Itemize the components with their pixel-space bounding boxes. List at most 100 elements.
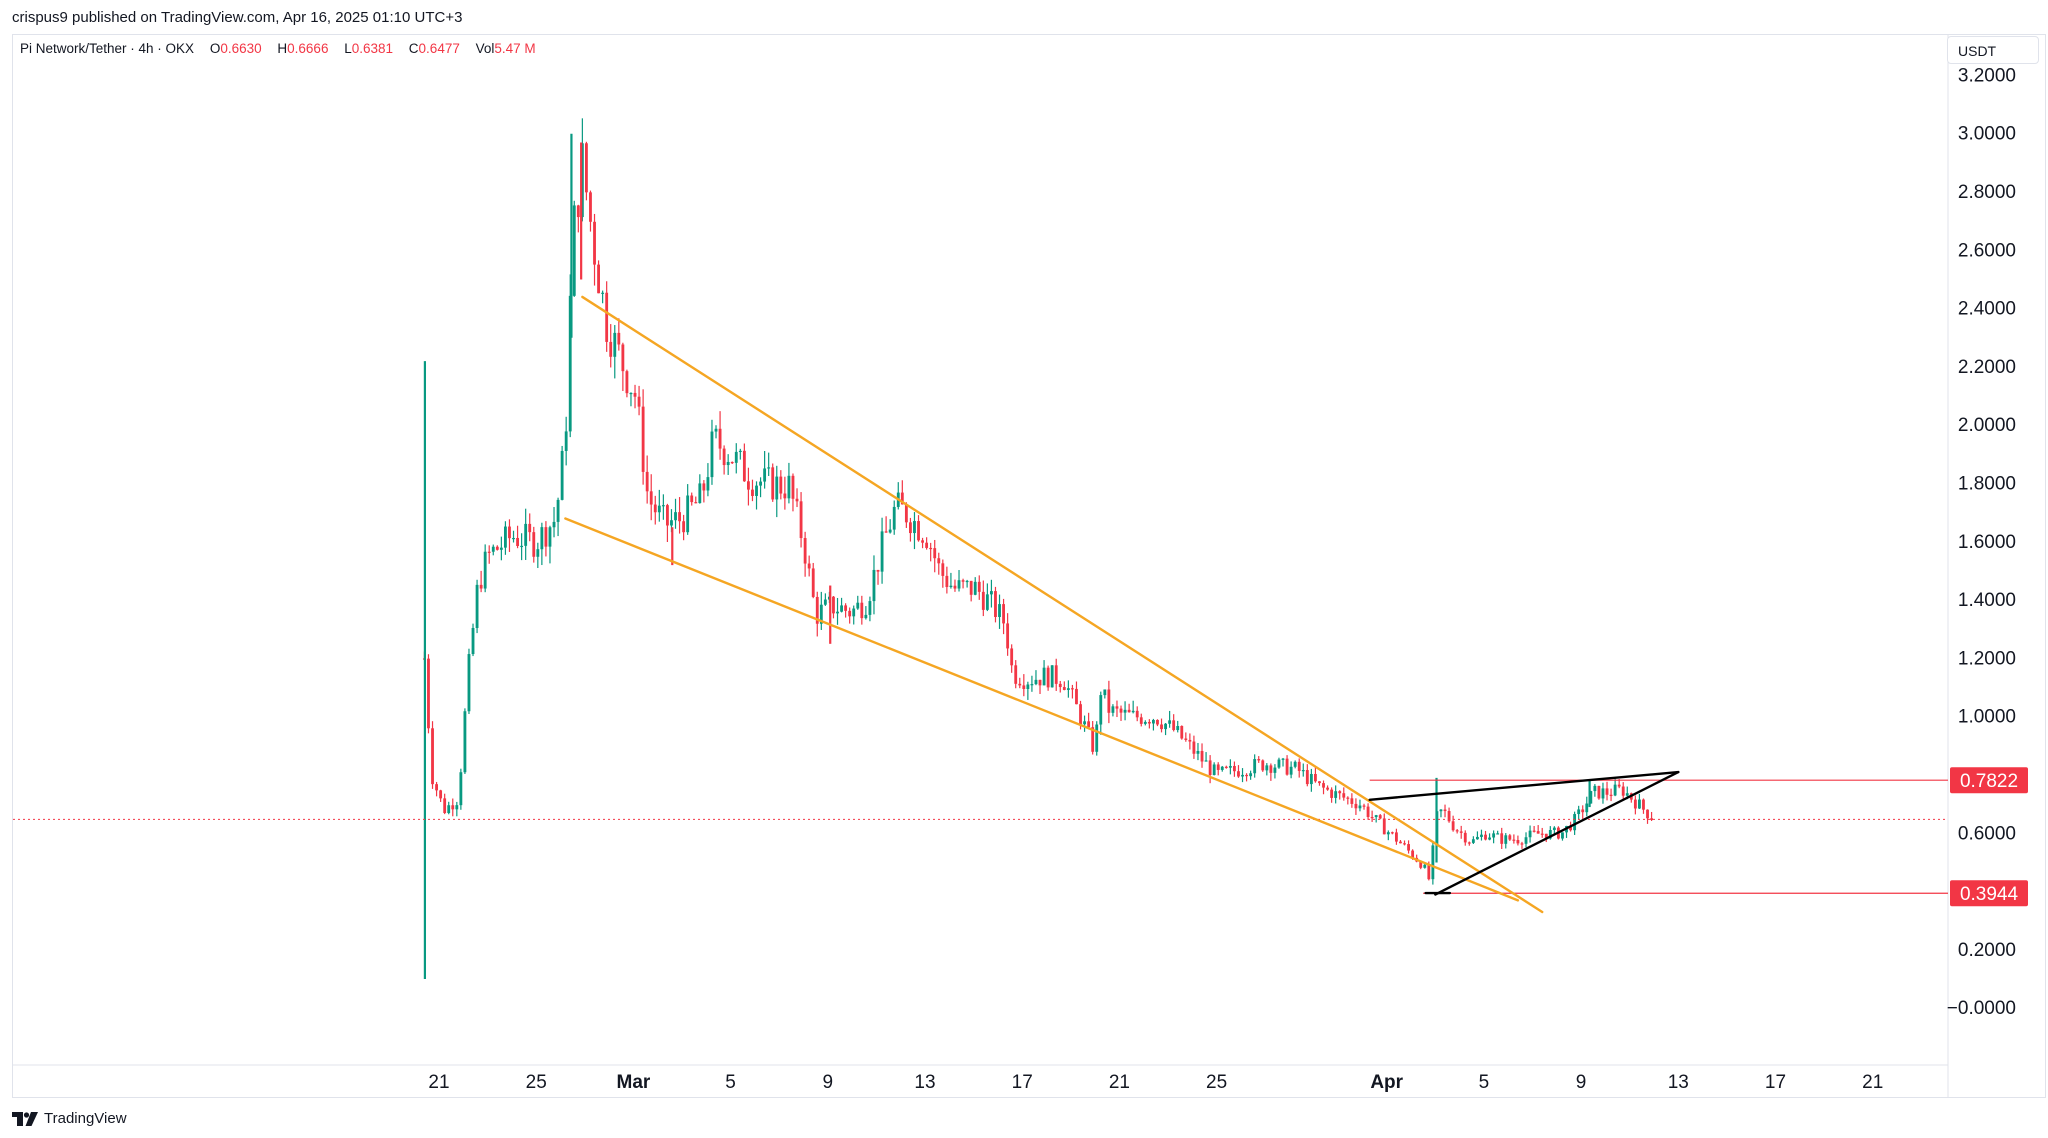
candle-body [1492, 833, 1496, 838]
candle-body [1099, 695, 1103, 725]
candle-body [1257, 759, 1261, 761]
candle-body [1071, 688, 1074, 690]
candle-body [941, 563, 945, 576]
candle-body [463, 711, 467, 773]
candle-body [499, 547, 503, 550]
chart-frame [12, 34, 2046, 1098]
candle-body [977, 581, 981, 592]
candle-body [856, 602, 860, 609]
candle-body [1439, 809, 1443, 812]
candle-body [1395, 832, 1398, 842]
candle-body [1585, 803, 1589, 813]
low-label: L [344, 41, 352, 56]
candle-body [1119, 708, 1123, 713]
candle-body [1548, 829, 1552, 839]
candle-body [714, 428, 718, 432]
price-tick-label: 0.2000 [1958, 940, 2016, 961]
candle-body [1601, 788, 1605, 799]
candle-body [787, 475, 791, 499]
time-tick-label: 5 [1479, 1072, 1490, 1093]
candle-body [1143, 721, 1147, 724]
candle-body [1050, 665, 1054, 688]
time-tick-label: Apr [1370, 1072, 1403, 1093]
time-tick-label: 21 [1862, 1072, 1883, 1093]
candle-body [580, 143, 584, 218]
candle-body [783, 493, 787, 499]
candle-body [1010, 648, 1014, 666]
price-tick-label: 1.8000 [1958, 474, 2016, 495]
candle-body [471, 628, 475, 655]
candle-body [917, 521, 920, 541]
candle-body [1544, 833, 1548, 839]
candle-body [1488, 837, 1491, 840]
tradingview-footer[interactable]: TradingView [12, 1110, 127, 1127]
candle-body [633, 392, 637, 397]
candle-body [1212, 764, 1216, 775]
candle-body [1083, 721, 1086, 725]
candle-body [1504, 835, 1508, 844]
candle-body [1463, 832, 1467, 843]
candle-body [1621, 786, 1625, 796]
currency-button[interactable]: USDT [1947, 36, 2039, 64]
candle-body [985, 594, 989, 610]
candle-body [751, 489, 754, 496]
candle-body [1605, 788, 1609, 795]
candle-body [998, 604, 1001, 617]
price-tick-label: 3.2000 [1958, 65, 2016, 86]
candle-body [1293, 761, 1297, 767]
price-tick-label: −0.0000 [1947, 998, 2016, 1019]
candle-body [1054, 665, 1058, 684]
candle-body [1536, 831, 1540, 834]
candle-body [1638, 799, 1641, 809]
candle-body [848, 610, 852, 617]
candle-body [585, 143, 588, 193]
candle-body [524, 523, 528, 546]
candle-body [1524, 837, 1528, 844]
candle-body [961, 580, 965, 582]
time-tick-label: 21 [428, 1072, 449, 1093]
symbol-name[interactable]: Pi Network/Tether · 4h · OKX [20, 41, 195, 56]
candle-body [605, 292, 609, 342]
candle-body [576, 205, 580, 218]
candle-body [657, 505, 661, 513]
candle-body [435, 784, 438, 791]
candle-body [1403, 843, 1406, 845]
candle-body [483, 551, 487, 589]
candle-body [852, 608, 856, 617]
candle-body [637, 396, 641, 407]
open-label: O [209, 41, 221, 56]
candle-body [795, 498, 799, 502]
candle-body [1419, 861, 1423, 868]
high-label: H [277, 41, 288, 56]
time-tick-label: Mar [617, 1072, 651, 1093]
candle-body [1350, 798, 1354, 804]
price-tick-label: 2.6000 [1958, 240, 2016, 261]
candle-body [1176, 725, 1180, 731]
candle-body [1540, 833, 1544, 835]
rising-wedge-lower [1434, 770, 1680, 896]
candle-body [1127, 709, 1131, 713]
candle-body [1164, 723, 1167, 730]
candle-body [548, 527, 552, 547]
time-tick-label: 25 [1206, 1072, 1227, 1093]
candle-body [763, 468, 767, 482]
candle-body [690, 495, 694, 503]
candle-body [593, 221, 596, 265]
candle-body [649, 491, 653, 505]
candle-body [645, 471, 649, 492]
candle-body [589, 192, 592, 222]
candle-body [1139, 717, 1143, 724]
time-tick-label: 5 [725, 1072, 736, 1093]
candle-body [694, 502, 698, 504]
candle-body [1066, 688, 1070, 690]
candle-body [1625, 793, 1629, 796]
price-tick-label: 1.6000 [1958, 532, 2016, 553]
candle-body [661, 505, 665, 507]
resistance-label-bg [1950, 767, 2028, 794]
candle-body [1471, 839, 1475, 843]
candle-body [965, 580, 969, 583]
candle-body [921, 540, 924, 543]
candle-body [447, 805, 451, 814]
price-tick-label: 0.6000 [1958, 823, 2016, 844]
